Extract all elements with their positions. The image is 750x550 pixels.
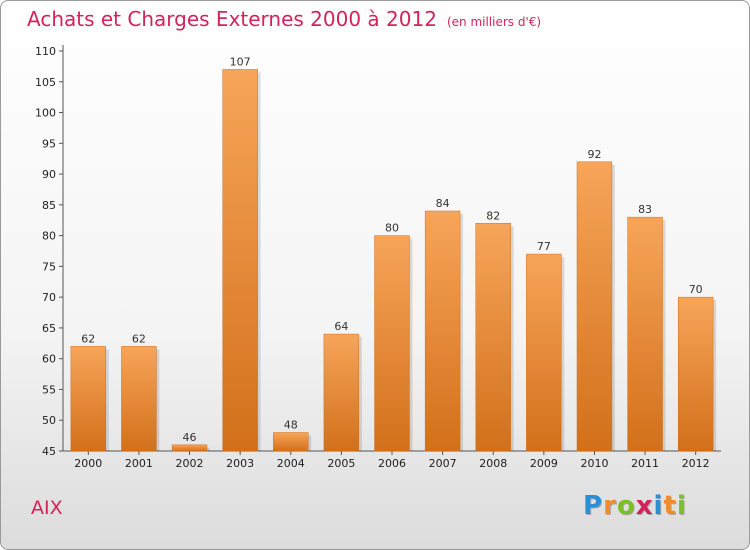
logo-letter: t [663, 491, 677, 521]
y-tick-label: 55 [42, 383, 56, 396]
x-tick-label-2006: 2006 [378, 457, 406, 470]
bar-2006[interactable] [374, 235, 410, 452]
logo-letter: o [616, 491, 636, 521]
x-tick-label-2000: 2000 [74, 457, 102, 470]
y-tick-label: 70 [42, 291, 56, 304]
bars [70, 69, 717, 452]
y-tick-label: 100 [35, 107, 56, 120]
value-labels: 62 62 46 107 48 64 80 84 82 77 92 83 70 [81, 55, 702, 443]
bar-2011[interactable] [627, 216, 663, 452]
bar-2004[interactable] [273, 432, 309, 452]
bar-2003[interactable] [222, 69, 258, 452]
x-tick-label-2008: 2008 [479, 457, 507, 470]
x-tick-label-2011: 2011 [631, 457, 659, 470]
y-tick-label: 60 [42, 353, 56, 366]
value-label-2005: 64 [334, 320, 348, 333]
logo-letter: i [653, 491, 664, 521]
value-label-2006: 80 [385, 222, 399, 235]
bar-2012[interactable] [677, 296, 714, 452]
value-label-2012: 70 [689, 283, 703, 296]
bar-2001[interactable] [121, 346, 157, 452]
value-label-2007: 84 [436, 197, 450, 210]
x-tick-label-2001: 2001 [125, 457, 153, 470]
logo-letter: i [676, 491, 687, 521]
chart-title-text: Achats et Charges Externes 2000 à 2012 [27, 7, 437, 31]
x-tick-label-2003: 2003 [226, 457, 254, 470]
value-label-2001: 62 [132, 332, 146, 345]
y-tick-label: 85 [42, 199, 56, 212]
y-tick-label: 50 [42, 414, 56, 427]
chart-title: Achats et Charges Externes 2000 à 2012 (e… [27, 7, 541, 31]
value-label-2010: 92 [587, 148, 601, 161]
bar-2005[interactable] [323, 333, 360, 452]
x-tick-label-2004: 2004 [277, 457, 305, 470]
y-tick-label: 75 [42, 260, 56, 273]
bar-2002[interactable] [171, 444, 208, 452]
value-label-2009: 77 [537, 240, 551, 253]
value-label-2008: 82 [486, 209, 500, 222]
y-tick-label: 105 [35, 76, 56, 89]
x-tick-label-2002: 2002 [176, 457, 204, 470]
logo-letter: r [603, 491, 617, 521]
y-tick-label: 80 [42, 230, 56, 243]
x-tick-label-2009: 2009 [530, 457, 558, 470]
y-tick-label: 90 [42, 168, 56, 181]
value-label-2002: 46 [183, 431, 197, 444]
x-tick-label-2007: 2007 [429, 457, 457, 470]
y-tick-label: 110 [35, 45, 56, 58]
bar-2000[interactable] [70, 346, 107, 452]
bar-2009[interactable] [526, 253, 562, 452]
logo-letter: x [635, 491, 654, 521]
x-tick-label-2005: 2005 [327, 457, 355, 470]
chart-subtitle: (en milliers d'€) [446, 15, 542, 29]
commune-name: AIX [31, 497, 63, 519]
value-label-2004: 48 [284, 419, 298, 432]
value-label-2011: 83 [638, 203, 652, 216]
logo-letter: P [583, 491, 604, 521]
bar-2008[interactable] [475, 223, 511, 452]
x-tick-label-2010: 2010 [580, 457, 608, 470]
value-label-2003: 107 [230, 55, 251, 68]
y-tick-label: 45 [42, 445, 56, 458]
y-axis: 45 50 55 60 65 70 75 80 85 90 95 100 105 110 [35, 45, 64, 458]
y-tick-label: 65 [42, 322, 56, 335]
bar-2010[interactable] [576, 161, 613, 452]
x-axis: 2000 2001 2002 2003 2004 2005 2006 2007 2008 2009… [63, 450, 721, 470]
y-tick-label: 95 [42, 137, 56, 150]
proxiti-logo[interactable]: Proxiti [583, 491, 687, 521]
bar-2007[interactable] [424, 210, 461, 452]
value-label-2000: 62 [81, 332, 95, 345]
x-tick-label-2012: 2012 [682, 457, 710, 470]
